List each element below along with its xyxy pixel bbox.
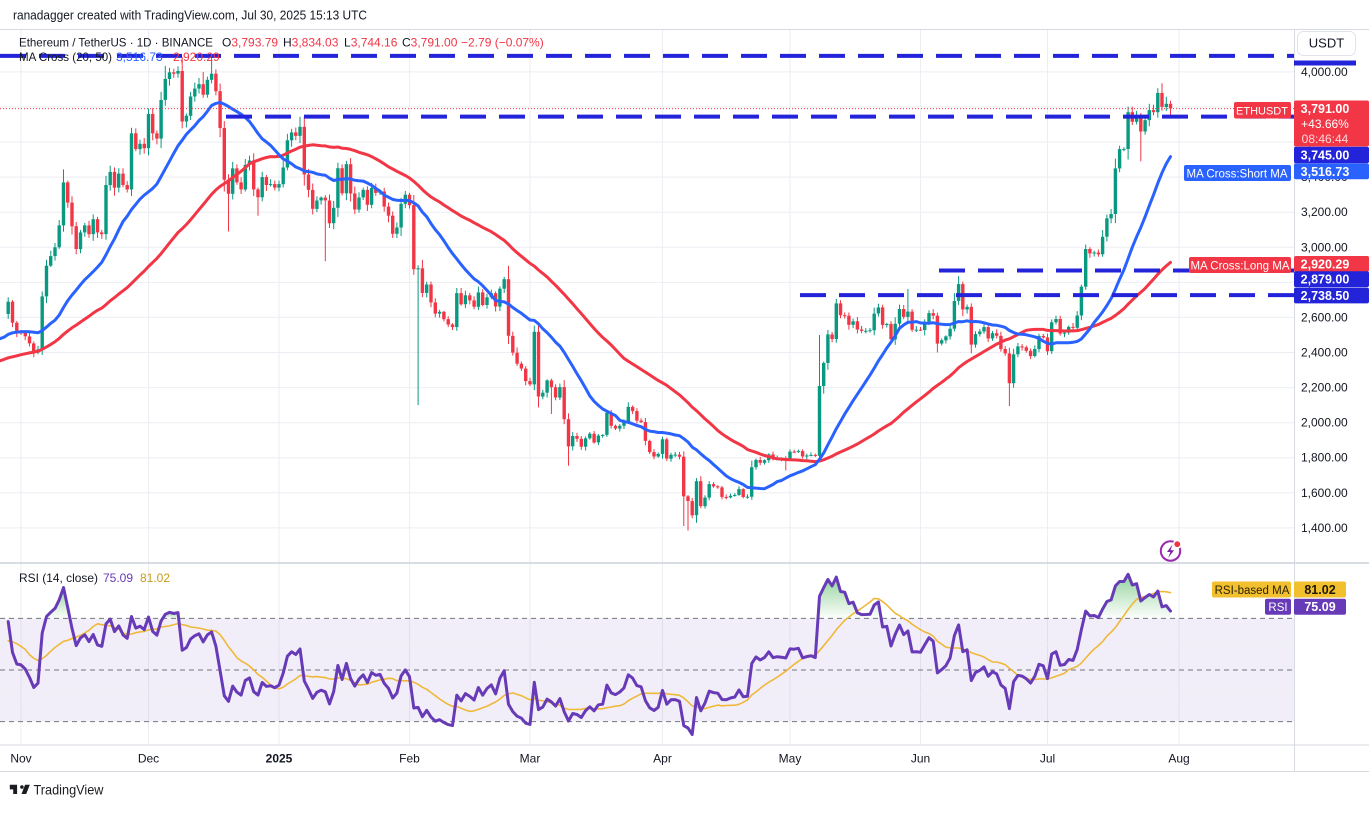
svg-text:Dec: Dec [138, 752, 159, 766]
svg-text:1,400.00: 1,400.00 [1301, 521, 1348, 535]
svg-text:MA Cross (20, 50)3,516.732,920: MA Cross (20, 50) 3,516.73 2,920.29 [19, 50, 220, 64]
svg-text:MA Cross:Long MA: MA Cross:Long MA [1190, 261, 1289, 273]
svg-text:2,879.00: 2,879.00 [1301, 273, 1350, 287]
svg-text:2,000.00: 2,000.00 [1301, 416, 1348, 430]
svg-text:4,000.00: 4,000.00 [1301, 65, 1348, 79]
svg-text:Jun: Jun [911, 752, 930, 766]
svg-text:USDT: USDT [1309, 36, 1344, 51]
svg-text:Feb: Feb [399, 752, 420, 766]
svg-text:3,745.00: 3,745.00 [1301, 149, 1350, 163]
svg-text:3,200.00: 3,200.00 [1301, 205, 1348, 219]
svg-text:2,600.00: 2,600.00 [1301, 310, 1348, 324]
svg-text:2,200.00: 2,200.00 [1301, 381, 1348, 395]
svg-text:Mar: Mar [520, 752, 541, 766]
svg-text:3,791.00: 3,791.00 [1301, 102, 1350, 116]
svg-text:ETHUSDT: ETHUSDT [1236, 106, 1288, 118]
svg-text:May: May [779, 752, 802, 766]
svg-text:75.09: 75.09 [1304, 600, 1335, 614]
svg-text:2,920.29: 2,920.29 [1301, 257, 1350, 271]
svg-text:RSI-based MA: RSI-based MA [1215, 585, 1290, 597]
svg-text:3,516.73: 3,516.73 [1301, 165, 1350, 179]
svg-text:2,400.00: 2,400.00 [1301, 346, 1348, 360]
svg-text:Aug: Aug [1168, 752, 1189, 766]
svg-text:2,738.50: 2,738.50 [1301, 289, 1350, 303]
svg-text:Ethereum / TetherUS · 1D · BIN: Ethereum / TetherUS · 1D · BINANCE O3,793… [19, 36, 544, 50]
svg-text:RSI: RSI [1268, 602, 1287, 614]
svg-text:81.02: 81.02 [1304, 583, 1335, 597]
svg-text:2025: 2025 [266, 752, 293, 766]
svg-text:Nov: Nov [10, 752, 31, 766]
svg-text:1,800.00: 1,800.00 [1301, 451, 1348, 465]
svg-text:Apr: Apr [653, 752, 672, 766]
svg-text:1,600.00: 1,600.00 [1301, 486, 1348, 500]
svg-text:MA Cross:Short MA: MA Cross:Short MA [1187, 169, 1288, 181]
svg-text:TradingView: TradingView [34, 783, 104, 798]
svg-text:08:46:44: 08:46:44 [1302, 132, 1349, 146]
svg-text:+43.66%: +43.66% [1301, 117, 1349, 131]
svg-text:ranadagger created with Tradin: ranadagger created with TradingView.com,… [13, 8, 367, 23]
svg-text:Jul: Jul [1040, 752, 1055, 766]
svg-text:3,000.00: 3,000.00 [1301, 240, 1348, 254]
